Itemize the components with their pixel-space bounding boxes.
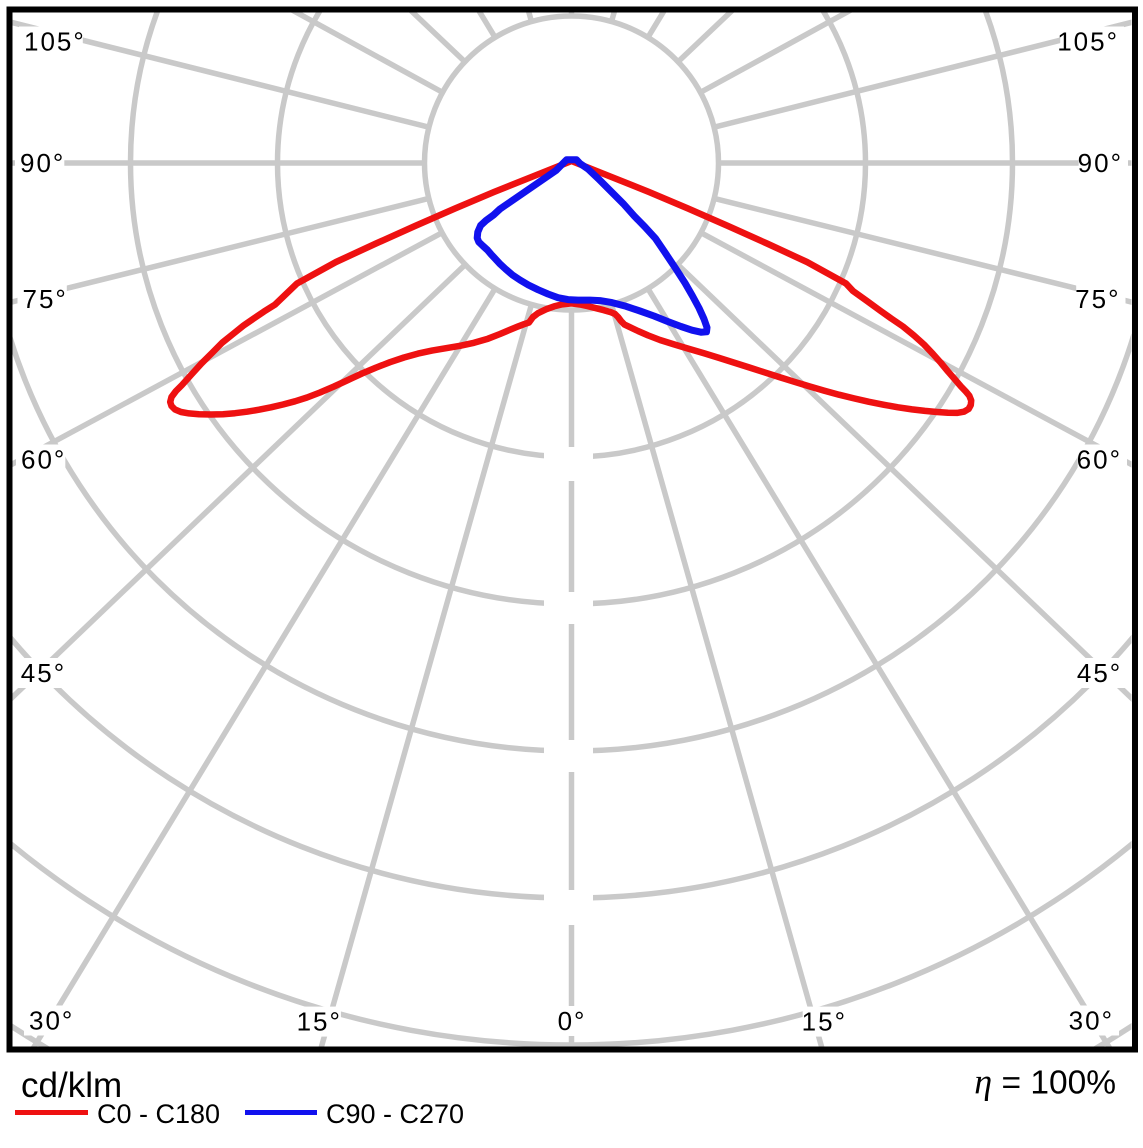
svg-text:105°: 105°	[24, 27, 86, 57]
svg-text:60°: 60°	[21, 445, 66, 475]
svg-text:15°: 15°	[297, 1007, 342, 1037]
svg-text:75°: 75°	[1075, 284, 1120, 314]
svg-text:30°: 30°	[29, 1006, 74, 1036]
svg-text:60°: 60°	[1077, 445, 1122, 475]
svg-text:cd/klm: cd/klm	[21, 1066, 122, 1105]
svg-text:C0 - C180: C0 - C180	[97, 1099, 220, 1129]
svg-text:45°: 45°	[21, 658, 66, 688]
svg-text:45°: 45°	[1077, 658, 1122, 688]
svg-text:90°: 90°	[1078, 148, 1123, 178]
svg-text:C90 - C270: C90 - C270	[326, 1099, 464, 1129]
svg-text:75°: 75°	[23, 284, 68, 314]
svg-text:90°: 90°	[20, 148, 65, 178]
svg-text:0°: 0°	[558, 1006, 587, 1036]
svg-text:15°: 15°	[802, 1007, 847, 1037]
svg-text:105°: 105°	[1057, 27, 1119, 57]
svg-text:30°: 30°	[1069, 1006, 1114, 1036]
svg-text:η = 100%: η = 100%	[974, 1062, 1116, 1102]
